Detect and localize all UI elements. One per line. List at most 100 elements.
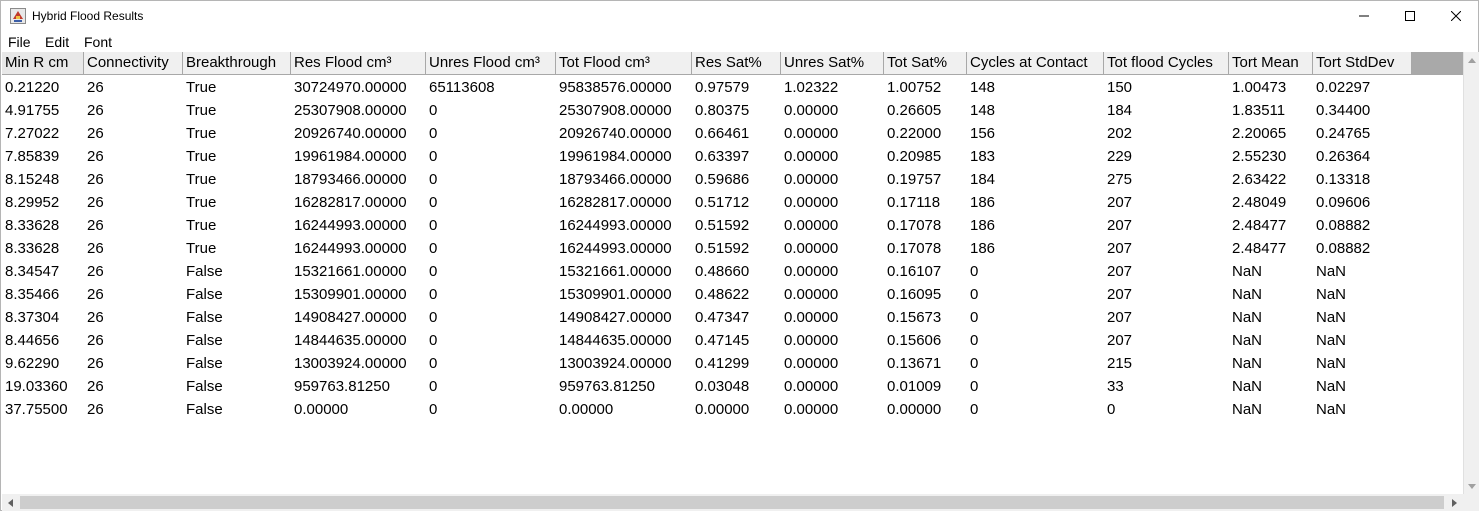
cell-min-r[interactable]: 4.91755 (5, 102, 60, 119)
cell-unres-sat[interactable]: 0.00000 (784, 125, 839, 142)
cell-unres-sat[interactable]: 0.00000 (784, 332, 839, 349)
cell-unres-sat[interactable]: 0.00000 (784, 148, 839, 165)
table-row[interactable]: 8.37304 26 False 14908427.00000 0 14908427.00… (2, 306, 1463, 329)
menu-file[interactable]: File (8, 34, 31, 50)
cell-unres-sat[interactable]: 0.00000 (784, 102, 839, 119)
cell-min-r[interactable]: 8.35466 (5, 286, 60, 303)
cell-tot-sat[interactable]: 0.19757 (887, 171, 942, 188)
cell-connectivity[interactable]: 26 (87, 355, 104, 372)
cell-unres-flood[interactable]: 0 (429, 194, 438, 211)
cell-connectivity[interactable]: 26 (87, 125, 104, 142)
table-row[interactable]: 8.35466 26 False 15309901.00000 0 15309901.00… (2, 283, 1463, 306)
cell-tort-stddev[interactable]: 0.09606 (1316, 194, 1371, 211)
table-row[interactable]: 0.21220 26 True 30724970.00000 65113608 95838… (2, 76, 1463, 99)
cell-tot-flood[interactable]: 20926740.00000 (559, 125, 672, 142)
cell-cycles-at-contact[interactable]: 0 (970, 332, 979, 349)
cell-tot-flood-cycles[interactable]: 207 (1107, 309, 1133, 326)
table-row[interactable]: 8.34547 26 False 15321661.00000 0 15321661.00… (2, 260, 1463, 283)
cell-tort-stddev[interactable]: NaN (1316, 309, 1347, 326)
cell-tort-stddev[interactable]: NaN (1316, 355, 1347, 372)
cell-tort-mean[interactable]: 2.48049 (1232, 194, 1287, 211)
cell-cycles-at-contact[interactable]: 148 (970, 102, 996, 119)
cell-connectivity[interactable]: 26 (87, 240, 104, 257)
cell-breakthrough[interactable]: False (186, 286, 223, 303)
table-row[interactable]: 8.15248 26 True 18793466.00000 0 18793466.000… (2, 168, 1463, 191)
cell-tot-sat[interactable]: 0.16107 (887, 263, 942, 280)
column-header-breakthrough[interactable]: Breakthrough (183, 52, 291, 75)
cell-tot-flood-cycles[interactable]: 229 (1107, 148, 1133, 165)
cell-res-flood[interactable]: 16244993.00000 (294, 240, 407, 257)
cell-breakthrough[interactable]: True (186, 171, 217, 188)
cell-tort-mean[interactable]: NaN (1232, 263, 1263, 280)
cell-tot-flood[interactable]: 16244993.00000 (559, 217, 672, 234)
scroll-right-icon[interactable] (1446, 494, 1463, 511)
cell-tot-flood[interactable]: 0.00000 (559, 401, 614, 418)
cell-min-r[interactable]: 8.37304 (5, 309, 60, 326)
cell-tot-sat[interactable]: 0.17078 (887, 240, 942, 257)
cell-tot-flood-cycles[interactable]: 184 (1107, 102, 1133, 119)
cell-tort-stddev[interactable]: 0.26364 (1316, 148, 1371, 165)
cell-tot-flood-cycles[interactable]: 275 (1107, 171, 1133, 188)
cell-connectivity[interactable]: 26 (87, 378, 104, 395)
cell-connectivity[interactable]: 26 (87, 286, 104, 303)
cell-breakthrough[interactable]: True (186, 240, 217, 257)
cell-res-sat[interactable]: 0.48622 (695, 286, 750, 303)
cell-cycles-at-contact[interactable]: 0 (970, 355, 979, 372)
column-header-cycles-at-contact[interactable]: Cycles at Contact (967, 52, 1104, 75)
cell-res-flood[interactable]: 25307908.00000 (294, 102, 407, 119)
cell-min-r[interactable]: 0.21220 (5, 79, 60, 96)
horizontal-scrollbar[interactable] (2, 494, 1463, 511)
cell-res-sat[interactable]: 0.59686 (695, 171, 750, 188)
cell-unres-flood[interactable]: 0 (429, 217, 438, 234)
cell-tot-sat[interactable]: 0.26605 (887, 102, 942, 119)
cell-min-r[interactable]: 8.15248 (5, 171, 60, 188)
cell-unres-flood[interactable]: 65113608 (429, 79, 495, 96)
cell-min-r[interactable]: 8.44656 (5, 332, 60, 349)
cell-tort-stddev[interactable]: 0.08882 (1316, 217, 1371, 234)
table-row[interactable]: 19.03360 26 False 959763.81250 0 959763.81250… (2, 375, 1463, 398)
cell-breakthrough[interactable]: True (186, 194, 217, 211)
table-row[interactable]: 8.44656 26 False 14844635.00000 0 14844635.00… (2, 329, 1463, 352)
cell-unres-sat[interactable]: 0.00000 (784, 355, 839, 372)
column-header-min-r[interactable]: Min R cm (2, 52, 84, 75)
cell-res-sat[interactable]: 0.47145 (695, 332, 750, 349)
cell-tort-mean[interactable]: 2.48477 (1232, 217, 1287, 234)
cell-tot-flood-cycles[interactable]: 207 (1107, 194, 1133, 211)
cell-breakthrough[interactable]: True (186, 125, 217, 142)
cell-unres-flood[interactable]: 0 (429, 240, 438, 257)
close-button[interactable] (1433, 1, 1479, 32)
maximize-button[interactable] (1387, 1, 1433, 32)
cell-tot-flood[interactable]: 14908427.00000 (559, 309, 672, 326)
cell-res-flood[interactable]: 16244993.00000 (294, 217, 407, 234)
cell-tort-mean[interactable]: 1.00473 (1232, 79, 1287, 96)
cell-tot-flood[interactable]: 16244993.00000 (559, 240, 672, 257)
cell-unres-flood[interactable]: 0 (429, 148, 438, 165)
cell-cycles-at-contact[interactable]: 148 (970, 79, 996, 96)
cell-unres-sat[interactable]: 0.00000 (784, 378, 839, 395)
cell-tort-mean[interactable]: NaN (1232, 286, 1263, 303)
cell-min-r[interactable]: 8.33628 (5, 217, 60, 234)
cell-breakthrough[interactable]: True (186, 102, 217, 119)
cell-cycles-at-contact[interactable]: 186 (970, 194, 996, 211)
cell-res-flood[interactable]: 13003924.00000 (294, 355, 407, 372)
cell-tort-mean[interactable]: 2.20065 (1232, 125, 1287, 142)
cell-cycles-at-contact[interactable]: 186 (970, 217, 996, 234)
cell-unres-flood[interactable]: 0 (429, 102, 438, 119)
cell-tort-mean[interactable]: 1.83511 (1232, 102, 1286, 119)
cell-cycles-at-contact[interactable]: 0 (970, 378, 979, 395)
cell-unres-flood[interactable]: 0 (429, 355, 438, 372)
cell-tort-stddev[interactable]: 0.08882 (1316, 240, 1371, 257)
cell-res-sat[interactable]: 0.48660 (695, 263, 750, 280)
cell-connectivity[interactable]: 26 (87, 194, 104, 211)
cell-res-flood[interactable]: 30724970.00000 (294, 79, 407, 96)
cell-tort-stddev[interactable]: 0.34400 (1316, 102, 1371, 119)
table-row[interactable]: 4.91755 26 True 25307908.00000 0 25307908.000… (2, 99, 1463, 122)
cell-tort-stddev[interactable]: NaN (1316, 378, 1347, 395)
cell-res-sat[interactable]: 0.63397 (695, 148, 750, 165)
menu-edit[interactable]: Edit (45, 34, 70, 50)
cell-connectivity[interactable]: 26 (87, 171, 104, 188)
cell-tort-mean[interactable]: NaN (1232, 401, 1263, 418)
cell-unres-sat[interactable]: 0.00000 (784, 217, 839, 234)
cell-res-flood[interactable]: 18793466.00000 (294, 171, 407, 188)
cell-unres-flood[interactable]: 0 (429, 309, 438, 326)
